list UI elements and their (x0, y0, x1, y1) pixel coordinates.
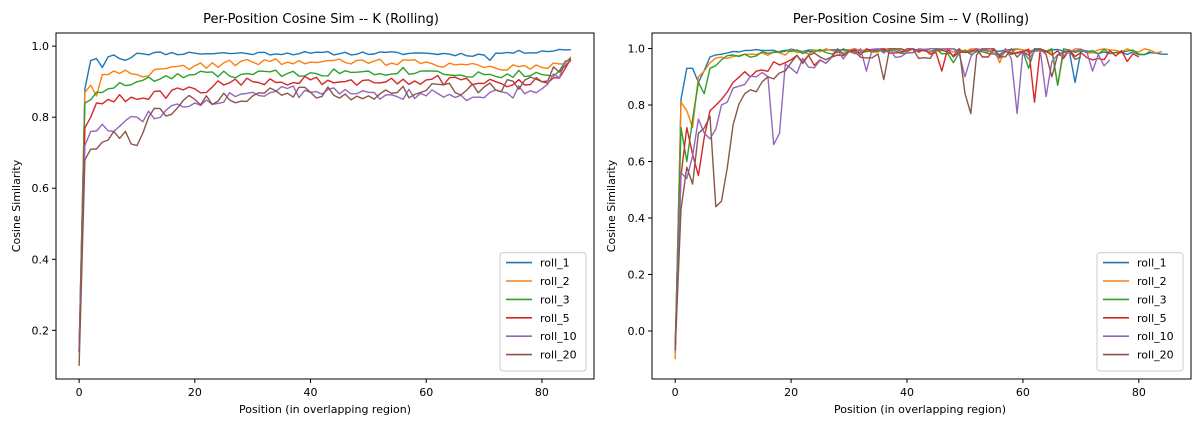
x-ticks-k: 0 20 40 60 80 (76, 379, 549, 399)
series-lines-v (674, 48, 1168, 360)
series-line-roll-20 (674, 48, 1082, 351)
y-ticks-k: 0.2 0.4 0.6 0.8 1.0 (32, 40, 56, 337)
series-line-roll-5 (78, 58, 572, 352)
series-lines-k (78, 48, 572, 366)
series-line-roll-2 (674, 48, 1163, 360)
legend-label: roll_3 (540, 293, 570, 306)
legend-label: roll_2 (1137, 275, 1167, 288)
x-tick-label: 60 (1016, 386, 1030, 399)
y-tick-label: 0.6 (32, 182, 50, 195)
series-line-roll-10 (78, 59, 571, 352)
series-line-roll-2 (78, 56, 572, 352)
x-axis-label-v: Position (in overlapping region) (834, 403, 1006, 416)
x-tick-label: 20 (784, 386, 798, 399)
y-tick-label: 1.0 (32, 40, 50, 53)
chart-title-k: Per-Position Cosine Sim -- K (Rolling) (203, 12, 439, 27)
legend-v: roll_1 roll_2 roll_3 roll_5 roll_10 roll_20 (1096, 252, 1184, 372)
legend-label: roll_5 (1137, 312, 1167, 325)
x-tick-label: 20 (188, 386, 202, 399)
legend-label: roll_10 (540, 330, 577, 343)
y-tick-label: 0.2 (628, 268, 646, 281)
y-axis-label-k: Cosine Similarity (10, 159, 23, 252)
panel-v-rolling: Per-Position Cosine Sim -- V (Rolling) 0… (605, 12, 1192, 416)
y-tick-label: 0.2 (32, 324, 50, 337)
panel-k-rolling: Per-Position Cosine Sim -- K (Rolling) 0… (10, 12, 595, 416)
legend-label: roll_1 (1137, 257, 1167, 270)
y-axis-label-v: Cosine Similarity (605, 159, 618, 252)
x-tick-label: 0 (76, 386, 83, 399)
x-tick-label: 60 (419, 386, 433, 399)
legend-label: roll_3 (1137, 293, 1167, 306)
y-tick-label: 0.8 (32, 111, 50, 124)
legend-box (499, 252, 587, 372)
x-tick-label: 80 (535, 386, 549, 399)
series-line-roll-1 (674, 48, 1168, 354)
legend-label: roll_2 (540, 275, 570, 288)
x-tick-label: 80 (1132, 386, 1146, 399)
y-tick-label: 1.0 (628, 43, 646, 56)
y-tick-label: 0.8 (628, 99, 646, 112)
legend-label: roll_5 (540, 312, 570, 325)
plot-frame-k (55, 32, 595, 380)
y-tick-label: 0.0 (628, 325, 646, 338)
legend-k: roll_1 roll_2 roll_3 roll_5 roll_10 roll_20 (499, 252, 587, 372)
x-tick-label: 40 (304, 386, 318, 399)
x-ticks-v: 0 20 40 60 80 (672, 379, 1146, 399)
x-axis-label-k: Position (in overlapping region) (239, 403, 411, 416)
series-line-roll-10 (674, 48, 1111, 351)
legend-label: roll_10 (1137, 330, 1174, 343)
chart-title-v: Per-Position Cosine Sim -- V (Rolling) (793, 12, 1029, 27)
plot-frame-v (651, 32, 1192, 380)
series-line-roll-3 (78, 57, 572, 352)
x-tick-label: 40 (900, 386, 914, 399)
y-tick-label: 0.4 (628, 212, 646, 225)
series-line-roll-20 (78, 59, 572, 366)
y-tick-label: 0.4 (32, 253, 50, 266)
legend-label: roll_20 (540, 349, 577, 362)
legend-label: roll_20 (1137, 349, 1174, 362)
y-tick-label: 0.6 (628, 156, 646, 169)
legend-label: roll_1 (540, 257, 570, 270)
series-line-roll-1 (78, 48, 571, 352)
x-tick-label: 0 (672, 386, 679, 399)
legend-box (1096, 252, 1184, 372)
y-ticks-v: 0.0 0.2 0.4 0.6 0.8 1.0 (628, 43, 652, 338)
